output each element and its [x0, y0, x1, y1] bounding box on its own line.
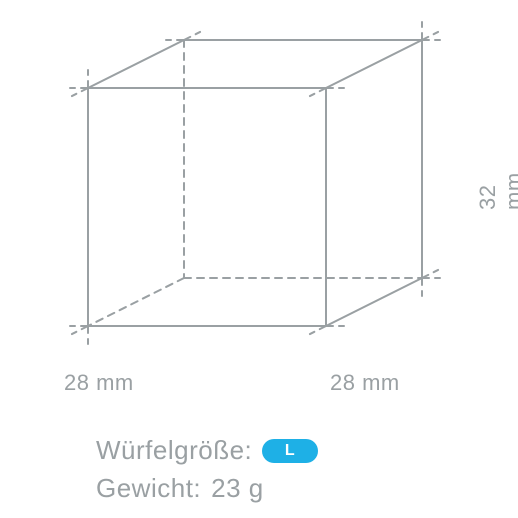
- depth-label: 28 mm: [64, 370, 134, 396]
- height-label: 32 mm: [475, 167, 518, 210]
- info-block: Würfelgröße: L Gewicht: 23 g: [96, 432, 318, 507]
- size-badge: L: [262, 439, 318, 463]
- weight-value: 23 g: [211, 470, 264, 508]
- weight-label: Gewicht:: [96, 470, 201, 508]
- width-label: 28 mm: [330, 370, 400, 396]
- size-label: Würfelgröße:: [96, 432, 252, 470]
